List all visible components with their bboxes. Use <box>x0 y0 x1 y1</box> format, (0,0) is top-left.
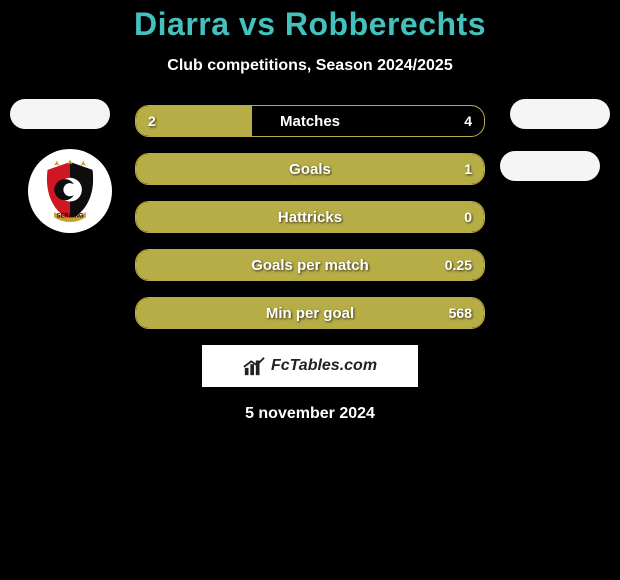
bar-chart-icon <box>243 355 265 377</box>
stat-bar-goals: 1Goals <box>135 153 485 185</box>
stat-bar-hattricks: 0Hattricks <box>135 201 485 233</box>
bar-fill <box>136 298 484 328</box>
brand-badge: FcTables.com <box>202 345 418 387</box>
stat-bar-min-per-goal: 568Min per goal <box>135 297 485 329</box>
page-title: Diarra vs Robberechts <box>0 0 620 43</box>
shield-icon: SERAING <box>37 158 103 224</box>
brand-text: FcTables.com <box>271 357 377 375</box>
bar-fill <box>136 154 484 184</box>
bar-value-right: 4 <box>464 106 472 136</box>
avatar-right-player-1 <box>510 99 610 129</box>
comparison-content: SERAING 24Matches 1Goals 0Hattricks 0.25Goa… <box>0 105 620 423</box>
club-badge-left: SERAING <box>28 149 112 233</box>
stat-bar-matches: 24Matches <box>135 105 485 137</box>
avatar-left-player <box>10 99 110 129</box>
date-text: 5 november 2024 <box>0 405 620 423</box>
stat-bars: 24Matches 1Goals 0Hattricks 0.25Goals per m… <box>135 105 485 329</box>
page-subtitle: Club competitions, Season 2024/2025 <box>0 57 620 75</box>
svg-text:SERAING: SERAING <box>56 213 83 219</box>
bar-fill <box>136 250 484 280</box>
avatar-right-player-2 <box>500 151 600 181</box>
bar-fill-left <box>136 106 252 136</box>
stat-bar-goals-per-match: 0.25Goals per match <box>135 249 485 281</box>
bar-fill <box>136 202 484 232</box>
